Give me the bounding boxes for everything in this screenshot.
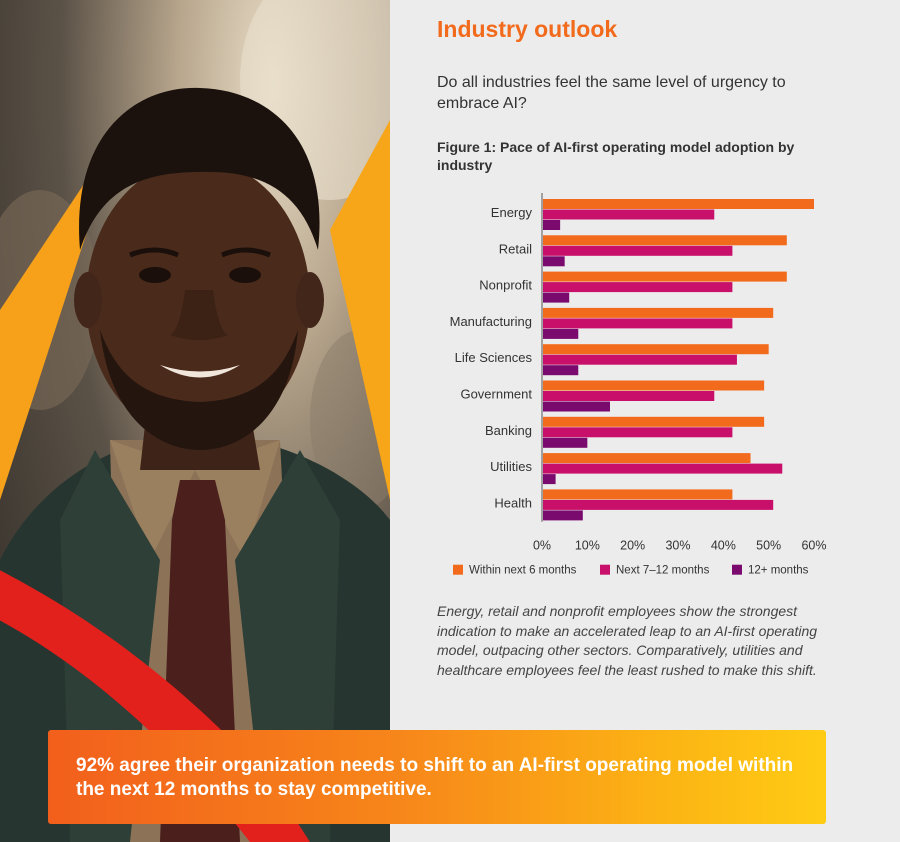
category-label: Manufacturing: [450, 314, 532, 329]
figure-caption: Energy, retail and nonprofit employees s…: [437, 603, 818, 678]
bar-next-7-12-months: [543, 499, 774, 510]
bar-12-months: [543, 365, 579, 376]
bar-next-7-12-months: [543, 427, 733, 438]
bar-within-next-6-months: [543, 453, 751, 464]
category-label: Utilities: [490, 459, 532, 474]
bar-12-months: [543, 510, 583, 521]
figure-title: Figure 1: Pace of AI-first operating mod…: [437, 139, 795, 173]
bar-12-months: [543, 256, 565, 267]
bar-within-next-6-months: [543, 235, 787, 246]
orange-triangle-shape-right: [330, 120, 390, 500]
bar-within-next-6-months: [543, 380, 765, 391]
page-title: Industry outlook: [437, 16, 618, 42]
bar-within-next-6-months: [543, 271, 787, 282]
intro-question: Do all industries feel the same level of…: [437, 74, 786, 112]
bar-chart: Energy Retail Nonprofit Manufacturing Life S…: [450, 193, 827, 577]
bar-next-7-12-months: [543, 209, 715, 220]
callout-text: 92% agree their organization needs to sh…: [76, 755, 794, 800]
bar-12-months: [543, 220, 561, 230]
bar-next-7-12-months: [543, 463, 783, 474]
bar-12-months: [543, 437, 588, 448]
legend-label: 12+ months: [748, 565, 809, 577]
legend-swatch: [453, 564, 463, 575]
category-label: Life Sciences: [455, 350, 533, 365]
bar-12-months: [543, 474, 556, 485]
bar-within-next-6-months: [543, 307, 774, 318]
hero-photo: [0, 0, 390, 842]
category-label: Government: [460, 387, 532, 402]
legend-swatch: [600, 564, 610, 575]
category-label: Health: [494, 495, 532, 510]
x-tick-label: 10%: [575, 539, 600, 553]
bar-12-months: [543, 292, 570, 303]
content-panel: Industry outlook Do all industries feel …: [390, 0, 900, 842]
category-label: Nonprofit: [479, 278, 532, 293]
x-tick-label: 0%: [533, 539, 551, 553]
legend-label: Within next 6 months: [469, 565, 577, 577]
bar-next-7-12-months: [543, 245, 733, 256]
bar-next-7-12-months: [543, 354, 737, 365]
bar-within-next-6-months: [543, 199, 814, 209]
bar-next-7-12-months: [543, 318, 733, 329]
x-tick-label: 60%: [801, 539, 826, 553]
bar-next-7-12-months: [543, 391, 715, 401]
portrait-illustration: [0, 0, 390, 842]
x-tick-label: 50%: [756, 539, 781, 553]
bar-12-months: [543, 401, 610, 412]
legend-swatch: [732, 564, 742, 575]
bar-within-next-6-months: [543, 416, 765, 427]
category-label: Retail: [499, 241, 532, 256]
stat-callout-banner: 92% agree their organization needs to sh…: [48, 730, 826, 824]
bar-12-months: [543, 328, 579, 339]
legend-label: Next 7–12 months: [616, 565, 710, 577]
bar-next-7-12-months: [543, 282, 733, 293]
bar-within-next-6-months: [543, 489, 733, 500]
category-label: Banking: [485, 423, 532, 438]
x-tick-label: 20%: [620, 539, 645, 553]
bar-within-next-6-months: [543, 344, 769, 355]
x-tick-label: 30%: [665, 539, 690, 553]
x-tick-label: 40%: [711, 539, 736, 553]
category-label: Energy: [491, 205, 533, 220]
